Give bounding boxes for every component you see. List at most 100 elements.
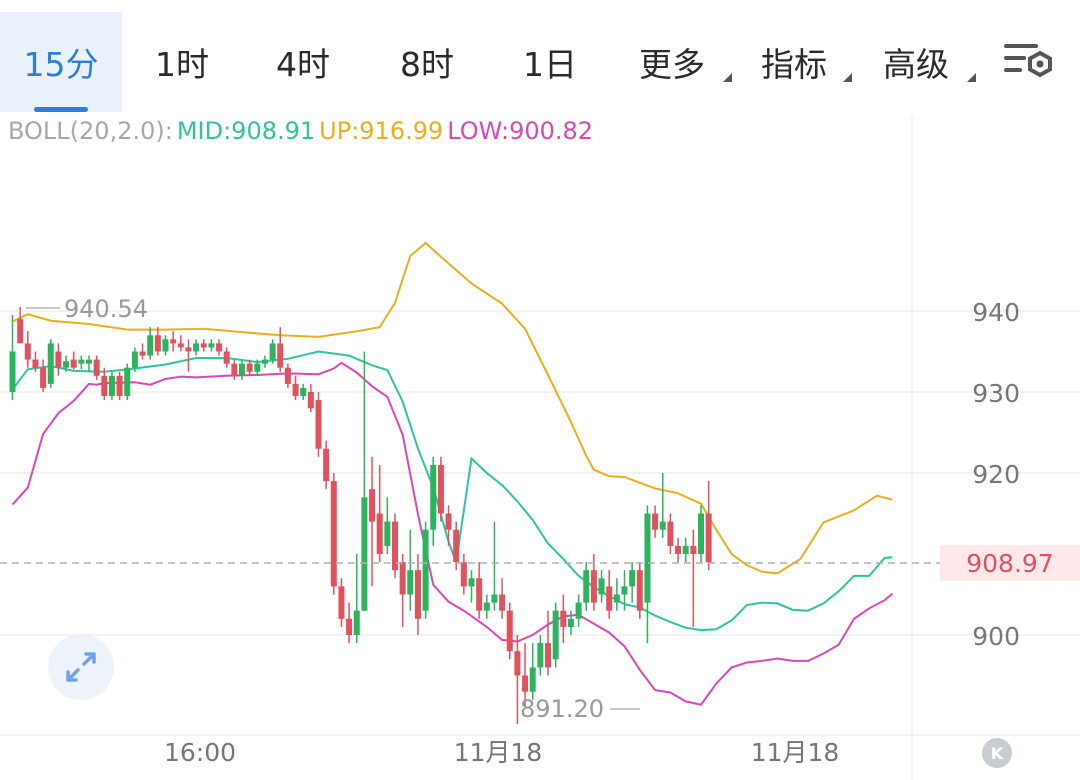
candle-body xyxy=(254,363,261,372)
candle-body xyxy=(506,610,513,652)
candle-body xyxy=(338,586,345,619)
bearish-candle xyxy=(154,327,161,356)
candle-body xyxy=(353,610,360,635)
candle-body xyxy=(514,651,521,676)
candle-body xyxy=(476,578,483,611)
tab-15min[interactable]: 15分 xyxy=(0,12,122,112)
bullish-candle xyxy=(131,347,138,372)
bullish-candle xyxy=(86,355,92,372)
bearish-candle xyxy=(499,578,506,619)
candle-body xyxy=(177,343,184,348)
tab-more-dropdown[interactable]: 更多 xyxy=(610,12,734,112)
bullish-candle xyxy=(575,594,582,627)
candle-body xyxy=(307,392,314,409)
bullish-candle xyxy=(407,529,414,611)
dropdown-caret-icon xyxy=(967,73,976,82)
bullish-candle xyxy=(384,497,391,554)
bearish-candle xyxy=(177,335,184,352)
candle-body xyxy=(644,513,651,603)
bearish-candle xyxy=(675,537,682,563)
candle-body xyxy=(460,562,467,587)
candle-body xyxy=(101,375,108,397)
bearish-candle xyxy=(476,562,483,619)
k-line-button[interactable]: K xyxy=(982,738,1012,768)
bullish-candle xyxy=(529,643,536,700)
tab-indicators-dropdown[interactable]: 指标 xyxy=(734,12,854,112)
candle-body xyxy=(529,667,536,692)
bearish-candle xyxy=(690,529,697,627)
candle-body xyxy=(537,643,544,668)
boll-mid-value: MID:908.91 xyxy=(176,117,316,145)
boll-upper-band-line xyxy=(12,241,893,575)
x-tick-label: 11月18 xyxy=(751,738,840,767)
candle-body xyxy=(47,343,54,384)
tab-1d[interactable]: 1日 xyxy=(490,12,610,112)
bullish-candle xyxy=(468,570,475,603)
bearish-candle xyxy=(216,339,223,356)
candle-body xyxy=(108,375,115,397)
bullish-candle xyxy=(698,505,704,563)
bearish-candle xyxy=(376,464,383,563)
bearish-candle xyxy=(414,554,421,635)
bullish-candle xyxy=(162,335,169,356)
candle-body xyxy=(407,570,414,595)
candle-body xyxy=(437,464,444,514)
candle-body xyxy=(606,586,613,611)
bullish-candle xyxy=(361,351,368,611)
bearish-candle xyxy=(437,456,444,522)
candle-body xyxy=(208,343,215,348)
candle-body xyxy=(63,361,70,368)
candle-body xyxy=(682,545,689,554)
bullish-candle xyxy=(629,562,636,603)
tab-label: 15分 xyxy=(23,45,99,84)
tab-label: 高级 xyxy=(883,45,949,84)
min-price-label: 891.20 xyxy=(520,695,604,723)
candle-body xyxy=(453,529,460,563)
boll-up-value: UP:916.99 xyxy=(319,117,444,145)
candle-body xyxy=(590,570,597,603)
candle-body xyxy=(552,610,559,660)
bullish-candle xyxy=(644,505,651,644)
tab-advanced-dropdown[interactable]: 高级 xyxy=(854,12,978,112)
bearish-candle xyxy=(277,327,284,372)
candle-body xyxy=(24,343,31,360)
bearish-candle xyxy=(200,339,207,352)
tab-4h[interactable]: 4时 xyxy=(242,12,364,112)
bearish-candle xyxy=(55,343,62,376)
bearish-candle xyxy=(506,602,513,660)
candle-body xyxy=(131,351,138,368)
tab-label: 8时 xyxy=(400,45,454,84)
candle-body xyxy=(422,529,429,611)
candle-body xyxy=(170,339,177,344)
candle-body xyxy=(55,351,62,368)
boll-lower-band-line xyxy=(11,361,893,706)
bearish-candle xyxy=(231,359,238,380)
bearish-candle xyxy=(246,359,253,376)
candlestick-chart[interactable]: 940.54 891.20 940 930 920 900 908.97 16:… xyxy=(0,115,1080,780)
candle-body xyxy=(468,578,475,587)
tab-8h[interactable]: 8时 xyxy=(364,12,490,112)
tab-1h[interactable]: 1时 xyxy=(122,12,242,112)
boll-name: BOLL(20,2.0): xyxy=(8,117,173,145)
candle-body xyxy=(86,359,92,364)
candle-body xyxy=(32,359,39,368)
chart-settings-icon[interactable] xyxy=(1000,40,1056,84)
bullish-candle xyxy=(147,327,154,360)
bearish-candle xyxy=(40,359,47,392)
candle-body xyxy=(491,594,498,603)
expand-chart-button[interactable] xyxy=(48,634,114,700)
dropdown-caret-icon xyxy=(723,73,732,82)
current-price-value: 908.97 xyxy=(966,549,1053,578)
tab-label: 4时 xyxy=(276,45,330,84)
bearish-candle xyxy=(545,610,551,676)
candle-body xyxy=(667,521,674,546)
dropdown-caret-icon xyxy=(843,73,852,82)
candle-body xyxy=(239,363,245,376)
candle-body xyxy=(185,347,192,352)
bearish-candle xyxy=(453,521,460,571)
candle-body xyxy=(499,594,506,611)
candle-body xyxy=(346,618,353,635)
tab-label: 1日 xyxy=(523,45,577,84)
bullish-candle xyxy=(491,521,498,611)
candle-body xyxy=(9,351,16,392)
